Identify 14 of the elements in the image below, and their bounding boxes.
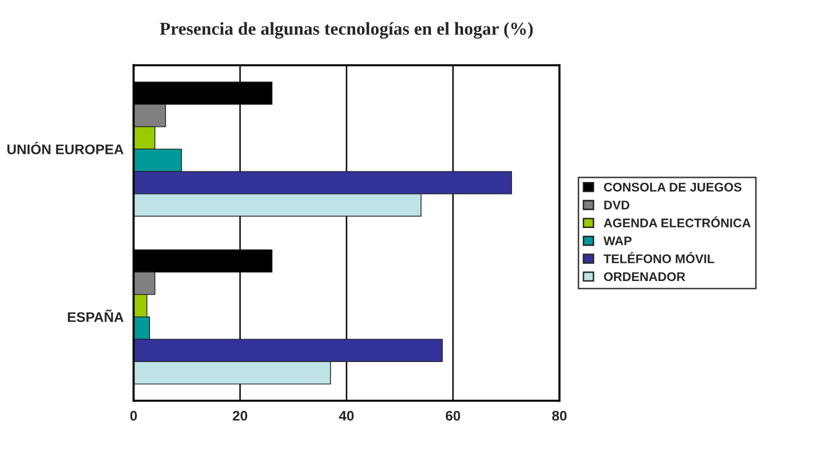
- x-tick-label: 0: [130, 410, 137, 421]
- chart-title: Presencia de algunas tecnologías en el hogar (%): [160, 22, 533, 39]
- x-tick-label: 40: [339, 410, 354, 421]
- legend-label: TELÉFONO MÓVIL: [604, 252, 714, 264]
- x-tick-label: 20: [232, 410, 248, 421]
- x-tick-label: 60: [446, 410, 460, 421]
- legend-label: AGENDA ELECTRÓNICA: [604, 216, 751, 228]
- x-tick-label: 80: [552, 410, 567, 421]
- y-tick-label: UNIÓN EUROPEA: [7, 142, 124, 154]
- legend-label: DVD: [604, 200, 630, 210]
- legend-label: WAP: [603, 236, 632, 246]
- y-tick-label: ESPAÑA: [68, 310, 124, 322]
- legend-label: CONSOLA DE JUEGOS: [604, 182, 742, 192]
- legend-label: ORDENADOR: [604, 272, 686, 282]
